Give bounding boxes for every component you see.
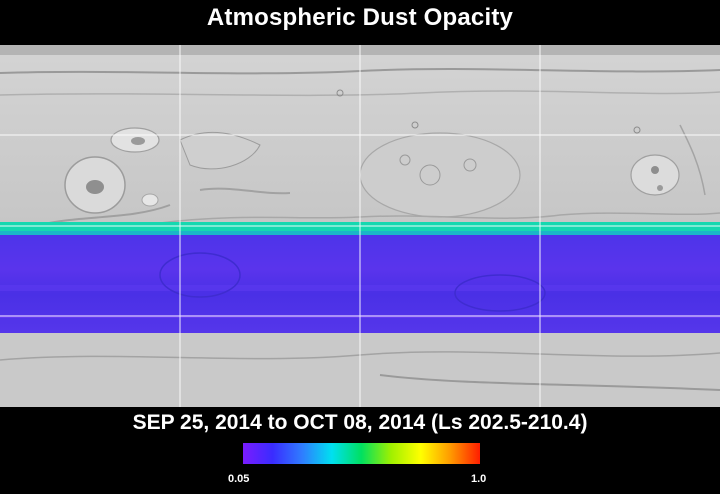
colorbar-max-label: 1.0 [471,473,487,485]
opacity-colorbar [243,443,480,464]
opacity-band-crater-2 [454,274,546,312]
date-range-label: SEP 25, 2014 to OCT 08, 2014 (Ls 202.5-2… [132,411,588,434]
opacity-band-crater [159,252,241,298]
north-ridge-2 [0,90,720,97]
map-title: Atmospheric Dust Opacity [206,4,514,31]
tharsis-region [39,127,171,226]
graticule [0,45,720,407]
dichotomy-boundary [159,212,720,224]
colorbar-min-label: 0.05 [228,473,250,485]
elysium-region [630,124,706,196]
valles-region [179,131,291,195]
dust-opacity-map [0,45,720,407]
south-ridge-2 [379,374,720,391]
